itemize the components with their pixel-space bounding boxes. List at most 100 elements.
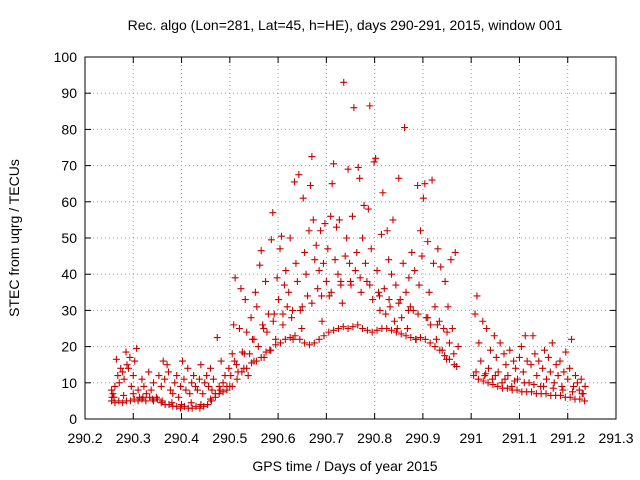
data-point	[373, 267, 381, 275]
x-tick-label: 290.7	[309, 430, 344, 446]
data-point	[338, 299, 346, 307]
data-point	[447, 256, 455, 264]
data-point	[445, 339, 453, 347]
data-point	[435, 317, 443, 325]
data-point	[512, 364, 520, 372]
data-point	[204, 401, 212, 409]
data-point	[208, 386, 216, 394]
data-point	[319, 259, 327, 267]
data-point	[262, 348, 270, 356]
data-point	[292, 259, 300, 267]
data-point	[402, 332, 410, 340]
data-point	[269, 317, 277, 325]
data-point	[399, 259, 407, 267]
data-point	[120, 391, 128, 399]
data-point	[291, 178, 299, 186]
data-point	[529, 332, 537, 340]
data-point	[370, 158, 378, 166]
data-point	[203, 372, 211, 380]
data-point	[145, 368, 153, 376]
data-point	[479, 377, 487, 385]
data-point	[426, 339, 434, 347]
data-point	[491, 372, 499, 380]
data-point	[237, 285, 245, 293]
data-point	[566, 393, 574, 401]
data-point	[215, 390, 223, 398]
data-point	[425, 288, 433, 296]
data-point	[311, 256, 319, 264]
data-point	[315, 267, 323, 275]
data-point	[177, 382, 185, 390]
x-tick-label: 291.1	[502, 430, 537, 446]
data-point	[175, 393, 183, 401]
data-point	[496, 339, 504, 347]
data-point	[359, 325, 367, 332]
data-point	[575, 386, 583, 394]
data-point	[535, 357, 543, 365]
chart-title: Rec. algo (Lon=281, Lat=45, h=HE), days …	[128, 17, 563, 33]
data-point	[363, 277, 371, 285]
data-point	[260, 325, 268, 332]
data-point	[520, 379, 528, 387]
data-point	[402, 288, 410, 296]
data-point	[289, 306, 297, 314]
data-point	[436, 346, 444, 354]
data-point	[485, 364, 493, 372]
data-point	[569, 388, 577, 396]
data-point	[318, 292, 326, 300]
data-point	[192, 382, 200, 390]
data-point	[484, 379, 492, 387]
data-point	[368, 328, 376, 336]
data-point	[483, 325, 491, 332]
data-point	[354, 163, 362, 171]
data-point	[288, 314, 296, 322]
data-point	[578, 390, 586, 398]
data-point	[431, 343, 439, 351]
data-point	[564, 375, 572, 383]
data-point	[140, 382, 148, 390]
data-point	[407, 334, 415, 342]
data-point	[395, 174, 403, 182]
data-point	[169, 390, 177, 398]
x-tick-label: 291.3	[598, 430, 633, 446]
data-point	[348, 212, 356, 220]
data-point	[142, 397, 150, 405]
data-point	[257, 353, 265, 361]
data-point	[412, 335, 420, 343]
data-point	[217, 357, 225, 365]
x-tick-label: 290.9	[405, 430, 440, 446]
x-axis: 290.2 290.3 290.4 290.5 290.6 290.7 290.8 290.9…	[67, 57, 634, 446]
data-point	[503, 384, 511, 392]
x-tick-label: 291	[460, 430, 484, 446]
data-point	[450, 350, 458, 358]
data-point	[192, 402, 200, 410]
y-tick-label: 60	[61, 194, 77, 210]
data-point	[504, 372, 512, 380]
data-point	[235, 325, 243, 332]
data-point	[126, 353, 134, 361]
data-point	[301, 248, 309, 256]
data-point	[321, 220, 329, 228]
data-point	[286, 234, 294, 242]
data-point	[492, 353, 500, 361]
data-point	[196, 404, 204, 412]
data-point	[531, 350, 539, 358]
data-point	[305, 341, 313, 349]
data-point	[299, 194, 307, 202]
data-point	[481, 372, 489, 380]
data-point	[312, 241, 320, 249]
data-point	[361, 259, 369, 267]
data-point	[573, 379, 581, 387]
data-point	[542, 375, 550, 383]
data-point	[306, 182, 314, 190]
data-point	[434, 245, 442, 253]
data-point	[149, 395, 157, 403]
data-point	[390, 317, 398, 325]
data-point	[489, 381, 497, 389]
data-point	[131, 357, 139, 365]
data-point	[115, 397, 123, 405]
data-point	[397, 330, 405, 338]
data-point	[270, 310, 278, 318]
data-point	[472, 368, 480, 376]
data-point	[324, 245, 332, 253]
